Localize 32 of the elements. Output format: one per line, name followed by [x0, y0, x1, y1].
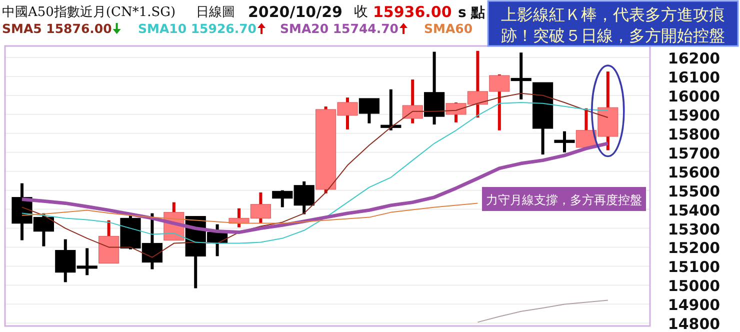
- y-tick-label: 16000: [668, 87, 720, 106]
- y-tick-label: 14900: [668, 296, 720, 314]
- text: s 點: [458, 5, 486, 21]
- text: SMA5 15876.00: [2, 21, 112, 36]
- candlestick: [510, 52, 532, 100]
- text: 2020/10/29: [248, 3, 342, 21]
- y-tick-label: 15900: [668, 106, 720, 124]
- text: SMA20 15744.70: [280, 21, 399, 36]
- y-tick-label: 15100: [668, 258, 720, 276]
- y-tick-label: 14800: [668, 315, 720, 332]
- candlestick: [358, 98, 380, 124]
- y-tick-label: 16100: [668, 68, 720, 86]
- y-tick-label: 15000: [668, 277, 720, 296]
- text: 上影線紅Ｋ棒，代表多方進攻痕跡！突破５日線，多方開始控盤: [501, 5, 725, 45]
- y-tick-label: 15800: [668, 125, 720, 144]
- y-tick-label: 15400: [668, 201, 720, 220]
- line-series: [477, 300, 608, 323]
- candlestick: [402, 80, 423, 124]
- text: SMA10 15926.70: [138, 21, 257, 36]
- y-tick-label: 15700: [668, 144, 720, 162]
- y-tick-label: 15300: [668, 220, 720, 238]
- chart-subtitle: 日線圖: [196, 5, 235, 20]
- y-tick-label: 16200: [668, 49, 720, 68]
- annotation: 力守月線支撐，多方再度控盤: [486, 193, 642, 207]
- y-tick-label: 15500: [668, 182, 720, 200]
- chart-title: 中國A50指數近月(CN*1.SG): [2, 5, 176, 20]
- y-tick-label: 15200: [668, 239, 720, 258]
- text: 收: [354, 4, 368, 20]
- text: 15936.00: [373, 3, 452, 21]
- text: SMA60: [424, 21, 473, 36]
- candlestick: [554, 131, 575, 152]
- y-tick-label: 15600: [668, 163, 720, 182]
